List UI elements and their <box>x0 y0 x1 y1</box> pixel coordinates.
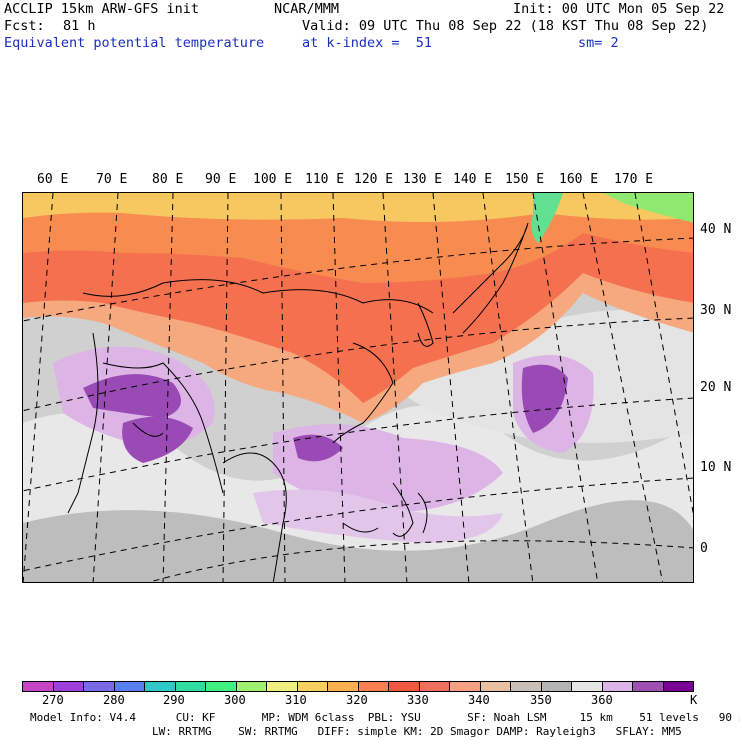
lon-label: 140 E <box>453 172 493 187</box>
colorbar-swatch <box>206 682 237 691</box>
model-info-line1: Model Info: V4.4 CU: KF MP: WDM 6class P… <box>30 711 740 724</box>
coastlines <box>67 222 529 582</box>
colorbar-label: 320 <box>346 693 368 707</box>
colorbar-swatch <box>114 682 145 691</box>
colorbar-swatch <box>175 682 206 691</box>
lon-label: 150 E <box>505 172 545 187</box>
colorbar-swatch <box>602 682 633 691</box>
colorbar-swatch <box>267 682 298 691</box>
lat-label: 20 N <box>700 380 732 395</box>
field-dark-purple-india <box>83 374 181 418</box>
field-name: Equivalent potential temperature <box>4 35 265 51</box>
graticule <box>23 193 693 582</box>
forecast-label: Fcst: <box>4 18 45 34</box>
colorbar <box>22 681 694 692</box>
colorbar-swatch <box>358 682 389 691</box>
field-dark-purple-pacific <box>521 364 568 433</box>
model-title: ACCLIP 15km ARW-GFS init <box>4 1 200 17</box>
field-dark-purple-scs <box>293 434 343 462</box>
field-300-band <box>23 193 693 222</box>
colorbar-swatch <box>23 682 54 691</box>
colorbar-swatch <box>633 682 664 691</box>
colorbar-swatch <box>236 682 267 691</box>
organization-label: NCAR/MMM <box>274 1 340 17</box>
colorbar-label: 330 <box>407 693 429 707</box>
colorbar-label: 340 <box>468 693 490 707</box>
lon-label: 100 E <box>253 172 293 187</box>
lon-label: 170 E <box>614 172 654 187</box>
colorbar-swatch <box>84 682 115 691</box>
colorbar-label: 290 <box>163 693 185 707</box>
forecast-hours: 81 h <box>63 18 96 34</box>
colorbar-swatch <box>389 682 420 691</box>
lon-label: 130 E <box>403 172 443 187</box>
colorbar-label: 280 <box>103 693 125 707</box>
colorbar-label: 300 <box>224 693 246 707</box>
lon-label: 160 E <box>559 172 599 187</box>
lon-label: 120 E <box>354 172 394 187</box>
colorbar-swatch <box>541 682 572 691</box>
colorbar-swatch <box>328 682 359 691</box>
colorbar-label: 350 <box>530 693 552 707</box>
colorbar-label: 360 <box>591 693 613 707</box>
colorbar-swatch <box>480 682 511 691</box>
lon-label: 110 E <box>305 172 345 187</box>
colorbar-unit: K <box>690 693 698 707</box>
lon-label: 80 E <box>152 172 184 187</box>
colorbar-swatch <box>297 682 328 691</box>
colorbar-swatch <box>663 682 693 691</box>
field-purple-south <box>253 489 503 543</box>
level-info: at k-index = 51 <box>302 35 433 51</box>
colorbar-label: 310 <box>285 693 307 707</box>
lat-label: 0 <box>700 541 708 556</box>
lat-label: 30 N <box>700 303 732 318</box>
init-time: Init: 00 UTC Mon 05 Sep 22 <box>513 1 725 17</box>
model-info-line2: LW: RRTMG SW: RRTMG DIFF: simple KM: 2D … <box>152 725 682 738</box>
lon-label: 60 E <box>37 172 69 187</box>
colorbar-swatch <box>419 682 450 691</box>
field-green-ne <box>603 193 693 223</box>
lon-label: 90 E <box>205 172 237 187</box>
colorbar-swatch <box>572 682 603 691</box>
map-canvas <box>23 193 693 582</box>
theta-e-map <box>22 192 694 583</box>
lon-label: 70 E <box>96 172 128 187</box>
colorbar-swatch <box>450 682 481 691</box>
field-gray-south <box>23 500 693 582</box>
valid-time: Valid: 09 UTC Thu 08 Sep 22 (18 KST Thu … <box>302 18 709 34</box>
colorbar-swatch <box>53 682 84 691</box>
lat-label: 40 N <box>700 222 732 237</box>
lat-label: 10 N <box>700 460 732 475</box>
colorbar-label: 270 <box>42 693 64 707</box>
smoothing-info: sm= 2 <box>578 35 619 51</box>
field-dark-purple-bay <box>122 416 193 463</box>
colorbar-swatch <box>511 682 542 691</box>
colorbar-swatch <box>145 682 176 691</box>
